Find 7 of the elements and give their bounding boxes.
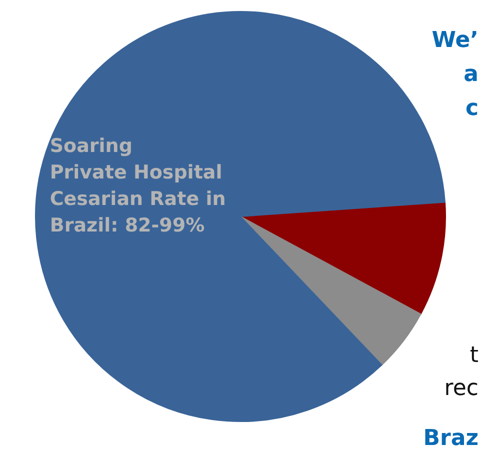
text: a <box>464 62 479 87</box>
text: Braz <box>423 426 479 451</box>
text: c <box>465 96 479 121</box>
text: We’ <box>432 28 479 53</box>
text: t <box>470 343 479 368</box>
text: rec <box>444 376 479 401</box>
slice-label: Soaring Private Hospital Cesarian Rate in Brazil: 82-99% <box>50 135 226 236</box>
